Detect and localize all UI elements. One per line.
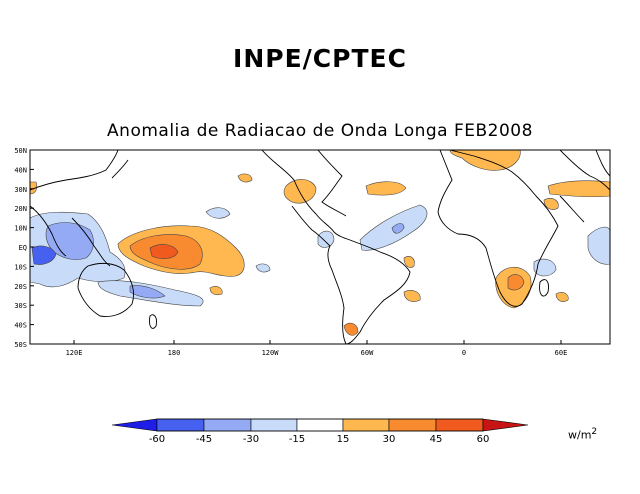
lat-label: 40N — [14, 166, 27, 174]
units-exponent: 2 — [591, 427, 598, 437]
coastline-americas — [261, 150, 411, 344]
colorbar-segment — [250, 418, 298, 432]
lat-label: 30N — [14, 186, 27, 194]
colorbar-tick-label: -45 — [196, 434, 212, 445]
colorbar-tick-label: 15 — [337, 434, 350, 445]
coastline-india — [595, 150, 610, 177]
positive-anomaly-arabia — [543, 198, 559, 210]
positive-anomaly-indian-south — [555, 292, 569, 302]
colorbar-segment — [342, 418, 390, 432]
lat-label: 50N — [14, 147, 27, 155]
colorbar-tick-label: 30 — [383, 434, 396, 445]
org-title: INPE/CPTEC — [233, 44, 407, 73]
lat-label: 20N — [14, 205, 27, 213]
colorbar-segment — [296, 418, 344, 432]
negative-anomaly-west-core — [31, 245, 57, 265]
positive-anomaly-southern-africa-core — [507, 274, 525, 291]
positive-anomaly-south-atlantic — [403, 290, 421, 302]
positive-anomaly-brazil — [403, 256, 415, 268]
coastline-madagascar — [539, 279, 549, 297]
negative-anomaly-coral-sea — [129, 285, 166, 299]
lat-label: 10S — [14, 263, 27, 271]
coastline-japan — [111, 159, 129, 179]
colorbar: -60 -45 -30 -15 15 30 45 60 — [111, 418, 529, 445]
colorbar-segment — [482, 418, 529, 432]
units-text: w/m — [568, 428, 592, 442]
colorbar-tick-label: 60 — [477, 434, 490, 445]
lat-label: 40S — [14, 322, 27, 330]
lat-label: 30S — [14, 302, 27, 310]
positive-anomaly-central-pacific-core — [149, 244, 179, 259]
positive-anomaly-north-atlantic — [365, 181, 407, 196]
lat-label: 20S — [14, 283, 27, 291]
positive-anomaly-mexico — [283, 179, 317, 204]
coastline-australia — [77, 262, 135, 317]
coastline-se-asia — [30, 205, 111, 267]
colorbar-segment — [111, 418, 158, 432]
colorbar-segment — [156, 418, 205, 432]
lat-label: EQ — [19, 244, 27, 252]
lon-label: 120E — [66, 349, 83, 357]
coastline-asia — [30, 150, 610, 223]
lon-label: 0 — [462, 349, 466, 357]
lon-label: 60E — [555, 349, 568, 357]
latitude-axis: 50N 40N 30N 20N 10N EQ 10S 20S 30S 40S 5… — [14, 147, 34, 349]
negative-anomaly-atlantic-core — [391, 223, 405, 234]
positive-anomaly-east-pacific-north — [237, 173, 253, 183]
positive-anomaly-middle-east — [547, 180, 610, 198]
colorbar-segment — [203, 418, 252, 432]
colorbar-tick-label: -30 — [243, 434, 259, 445]
colorbar-tick-label: -60 — [149, 434, 165, 445]
negative-anomaly-east-africa — [533, 258, 557, 277]
colorbar-segment — [388, 418, 437, 432]
lon-label: 180 — [168, 349, 181, 357]
negative-anomaly-central-america — [317, 230, 335, 248]
coastlines — [30, 150, 610, 344]
negative-anomaly-north-pacific — [205, 207, 231, 219]
positive-anomaly-south-pacific-small — [209, 286, 223, 296]
colorbar-tick-label: 45 — [430, 434, 443, 445]
coastline-africa-europe — [437, 150, 559, 307]
anomaly-shading — [30, 150, 610, 336]
colorbar-tick-label: -15 — [289, 434, 305, 445]
lon-label: 60W — [361, 349, 374, 357]
colorbar-units: w/m2 — [568, 427, 597, 442]
lon-label: 120W — [262, 349, 280, 357]
colorbar-segment — [435, 418, 484, 432]
negative-anomaly-small-1 — [255, 263, 271, 273]
positive-anomaly-patagonia — [343, 322, 359, 336]
lat-label: 50S — [14, 341, 27, 349]
map-title: Anomalia de Radiacao de Onda Longa FEB20… — [107, 121, 533, 141]
lat-label: 10N — [14, 225, 27, 233]
coastline-new-zealand — [149, 314, 157, 329]
coastline-north-america-east — [317, 150, 347, 217]
longitude-axis: 120E 180 120W 60W 0 60E — [66, 340, 568, 357]
negative-anomaly-indian-ocean — [587, 226, 610, 265]
